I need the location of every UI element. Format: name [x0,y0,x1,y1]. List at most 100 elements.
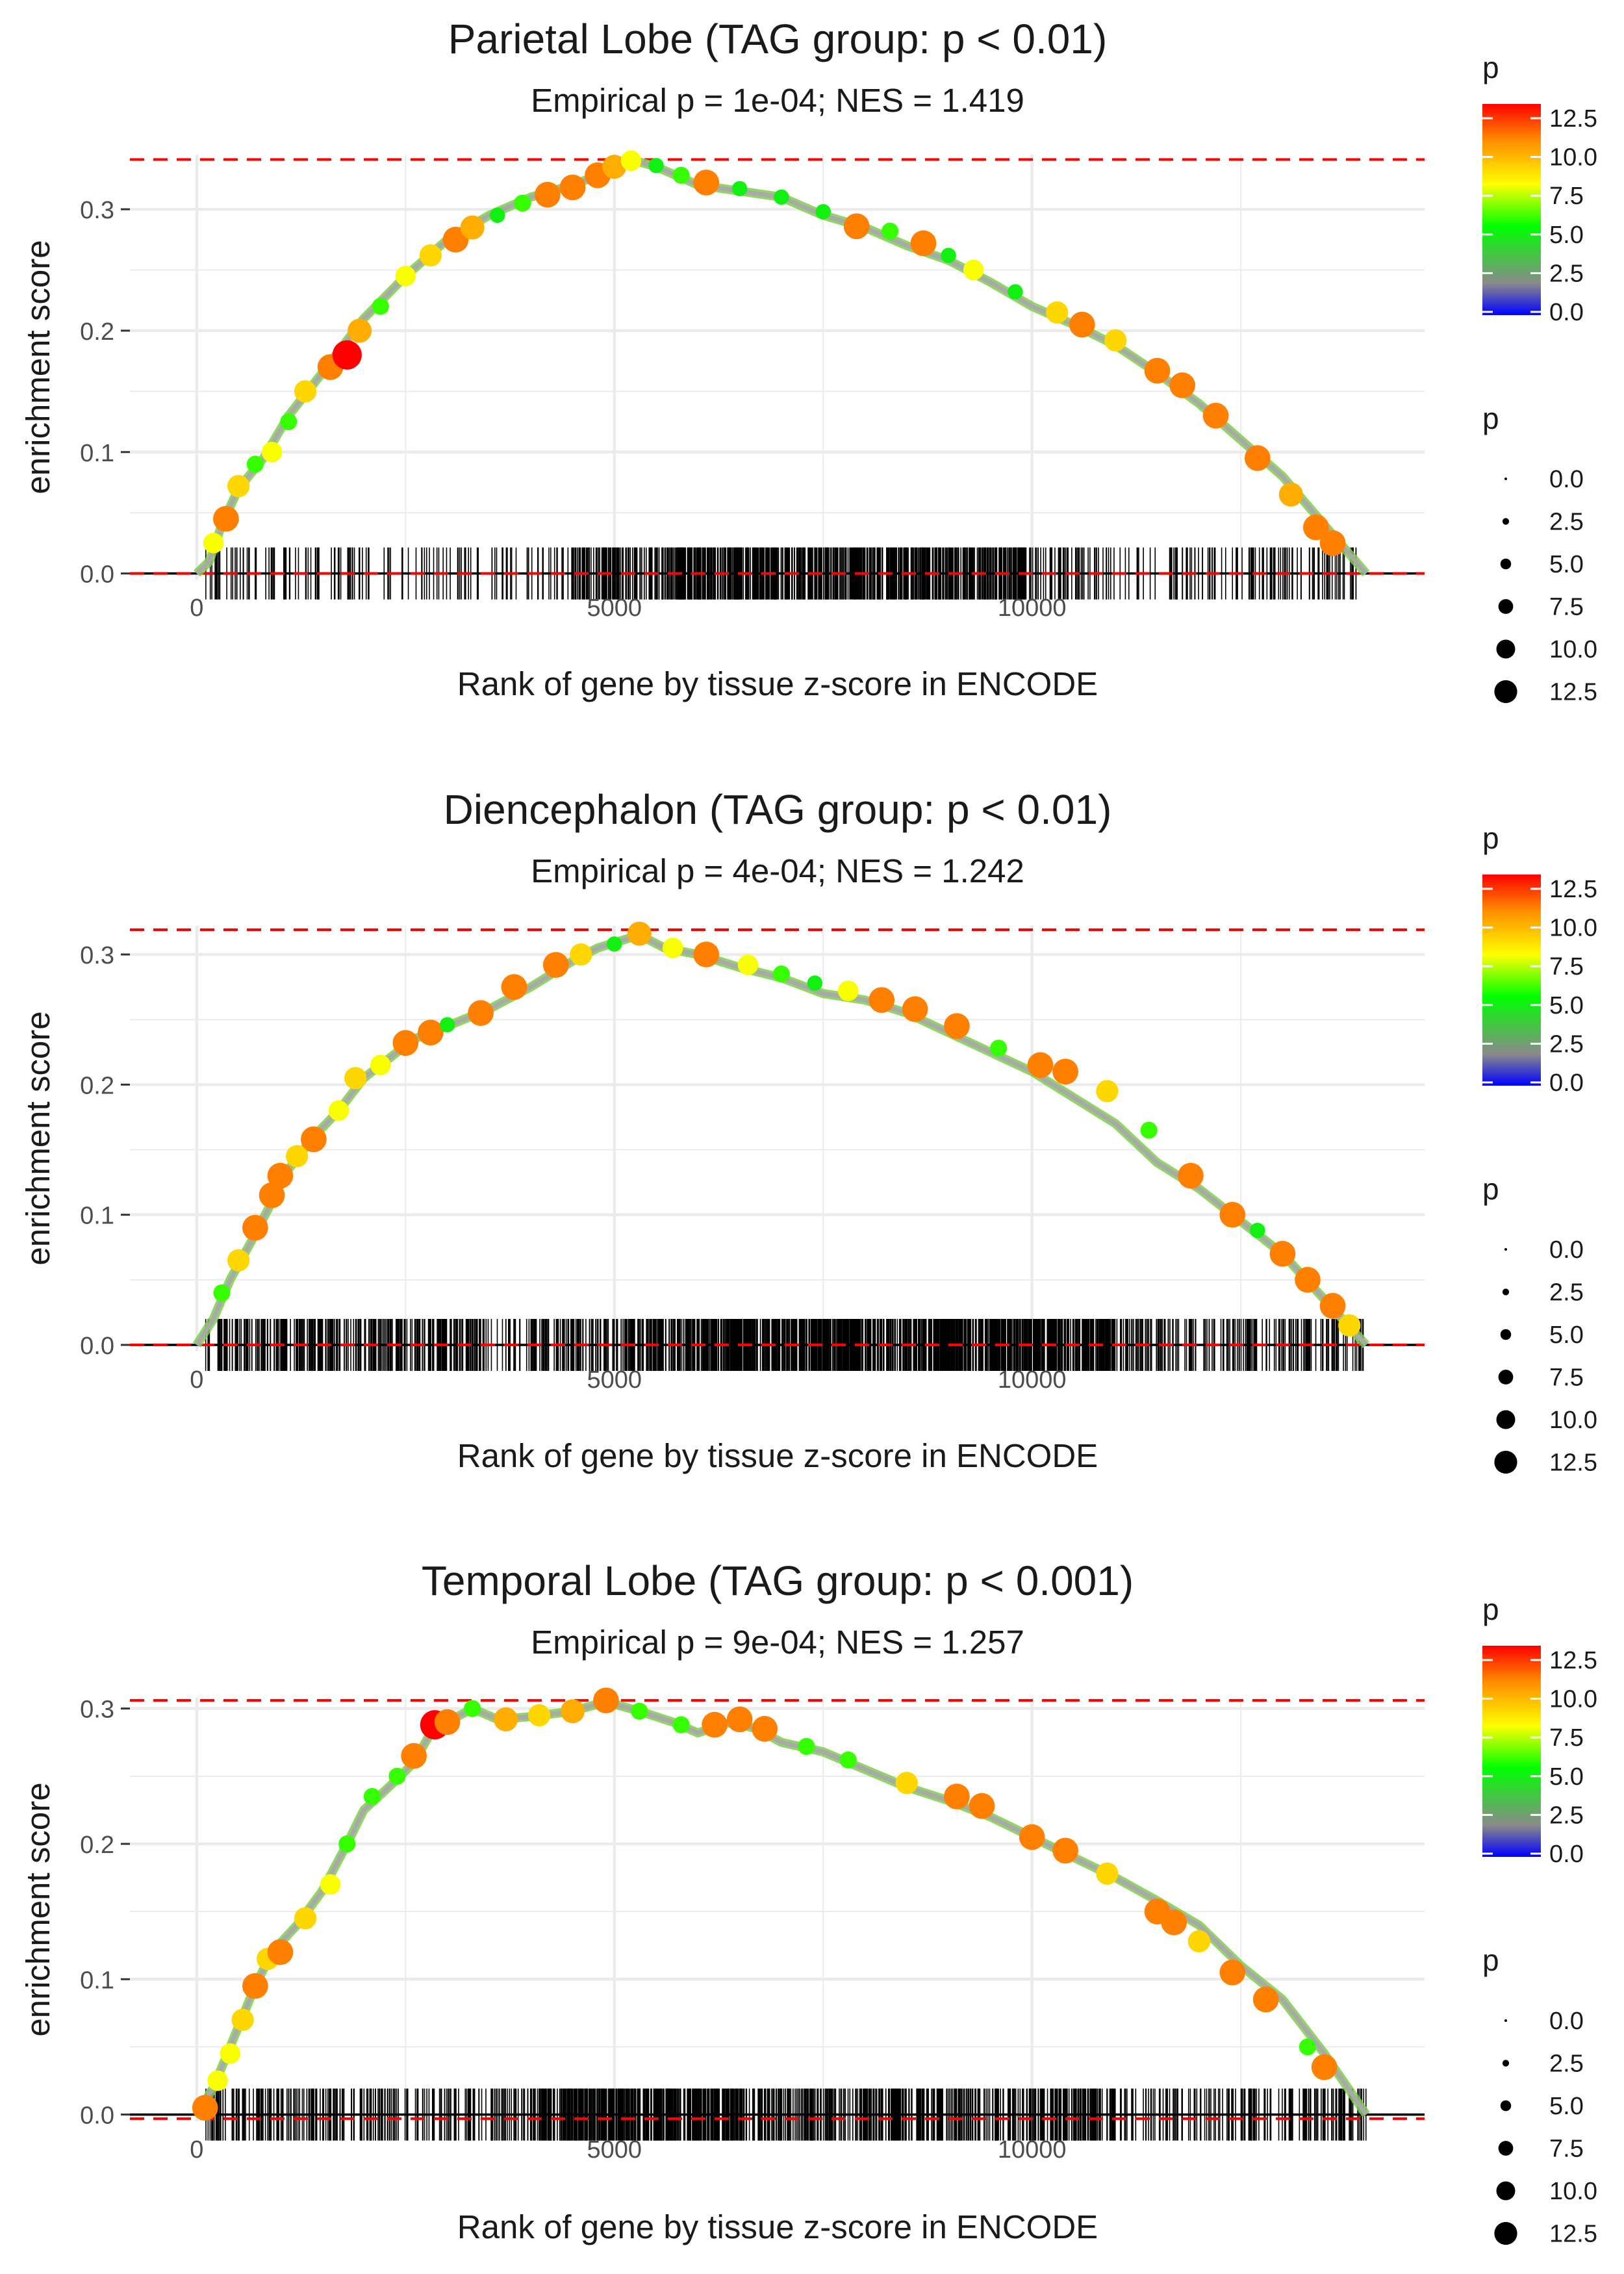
data-point [1187,1930,1210,1953]
es-curve-halo [194,155,1370,577]
data-point [1027,1052,1054,1079]
panel-title: Parietal Lobe (TAG group: p < 0.01) [448,16,1108,62]
panel-parietal-lobe: Parietal Lobe (TAG group: p < 0.01) Empi… [19,16,1597,706]
size-legend-label: 12.5 [1549,2221,1597,2248]
size-legend-dot [1504,478,1507,480]
data-point [439,1017,455,1032]
panel-subtitle: Empirical p = 4e-04; NES = 1.242 [531,852,1024,889]
data-point [1278,482,1303,507]
data-point [895,1772,918,1795]
data-point [772,965,791,983]
panel-temporal-lobe: Temporal Lobe (TAG group: p < 0.001) Emp… [19,1557,1597,2248]
size-legend-title: p [1482,1172,1499,1206]
size-legend-label: 5.0 [1549,1322,1584,1349]
colorbar-label: 2.5 [1549,260,1584,287]
data-point [267,1939,294,1965]
data-point [419,244,442,267]
data-point [227,474,250,498]
data-point [731,181,748,197]
data-point [672,166,690,184]
data-point [1244,445,1271,471]
data-point [192,2095,218,2121]
colorbar-label: 5.0 [1549,1763,1584,1791]
data-point [990,1040,1008,1057]
size-legend-title: p [1482,1943,1499,1977]
size-legend-dot [1502,1288,1510,1296]
es-curve [195,157,1368,576]
data-point [388,1767,406,1785]
y-tick-label: 0.3 [80,942,114,969]
data-point [220,2043,241,2064]
panel-diencephalon: Diencephalon (TAG group: p < 0.01) Empir… [19,786,1597,1477]
colorbar-label: 0.0 [1549,299,1584,326]
data-point [434,1709,461,1735]
data-point [1202,402,1229,429]
size-legend-dot [1498,2141,1514,2156]
size-legend-label: 0.0 [1549,2008,1584,2035]
size-legend-label: 5.0 [1549,551,1584,578]
data-point [672,1716,690,1733]
data-point [267,1162,294,1189]
data-point [726,1706,753,1733]
data-point [837,980,859,1001]
panel-subtitle: Empirical p = 1e-04; NES = 1.419 [531,82,1024,119]
data-point [328,1100,349,1121]
data-point [348,318,372,343]
plot-area: 0 5000 10000 0.0 0.1 0.2 0.3 [80,150,1425,622]
size-legend-dot [1498,1370,1514,1385]
data-point [602,155,627,179]
size-legend-label: 2.5 [1549,2050,1584,2078]
axis-ticks: 0 5000 10000 0.0 0.1 0.2 0.3 [80,942,1066,1394]
x-axis-title: Rank of gene by tissue z-score in ENCODE [457,1437,1098,1474]
data-point [231,2008,254,2031]
data-point [1169,372,1195,398]
x-axis-title: Rank of gene by tissue z-score in ENCODE [457,665,1098,702]
data-point [372,298,389,315]
data-point [839,1751,857,1769]
x-axis-title: Rank of gene by tissue z-score in ENCODE [457,2208,1098,2245]
data-point [693,170,720,196]
y-tick-label: 0.1 [80,1203,114,1230]
data-point [227,1249,250,1271]
data-point [344,1067,367,1090]
es-curve [194,1699,1368,2116]
data-point [320,1874,341,1895]
axis-ticks: 0 5000 10000 0.0 0.1 0.2 0.3 [80,1696,1066,2164]
es-curve [194,932,1368,1347]
y-tick-label: 0.0 [80,561,114,589]
y-tick-label: 0.2 [80,318,114,346]
legend-group: p 12.5 10.0 7.5 5.0 2.5 0.0 p 0.0 2.5 5.0 7.5 10.0 12… [1482,1592,1597,2248]
x-tick-label: 10000 [998,594,1067,622]
size-legend-label: 0.0 [1549,466,1584,493]
data-point [941,248,956,263]
y-axis-title: enrichment score [19,1011,57,1265]
colorbar-label: 10.0 [1549,915,1597,942]
size-legend-dot [1496,639,1516,659]
legend-group: p 12.5 10.0 7.5 5.0 2.5 0.0 p 0.0 2.5 5.0 7.5 10.0 12… [1482,821,1597,1477]
data-point [1161,1909,1187,1935]
x-tick-label: 5000 [587,594,642,622]
data-point [242,1973,268,1999]
y-tick-label: 0.1 [80,1967,114,1994]
data-point [501,974,527,1000]
size-legend-dot [1500,2100,1512,2112]
data-point [648,158,664,173]
color-legend-title: p [1482,821,1499,855]
data-point [207,2070,228,2091]
x-tick-label: 10000 [998,2136,1067,2164]
data-point [468,1000,494,1027]
colorbar [1482,875,1541,1086]
data-point [1319,1293,1346,1319]
size-legend-label: 0.0 [1549,1236,1584,1264]
data-point [1052,1058,1078,1085]
y-tick-label: 0.3 [80,1696,114,1724]
colorbar-label: 7.5 [1549,183,1584,210]
size-legend-dot [1502,518,1510,525]
data-point [593,1687,619,1714]
colorbar-label: 0.0 [1549,1069,1584,1097]
data-point [286,1145,309,1168]
color-legend-title: p [1482,51,1499,84]
grid [130,1698,1425,2121]
data-point [607,936,622,952]
colorbar [1482,1646,1541,1857]
